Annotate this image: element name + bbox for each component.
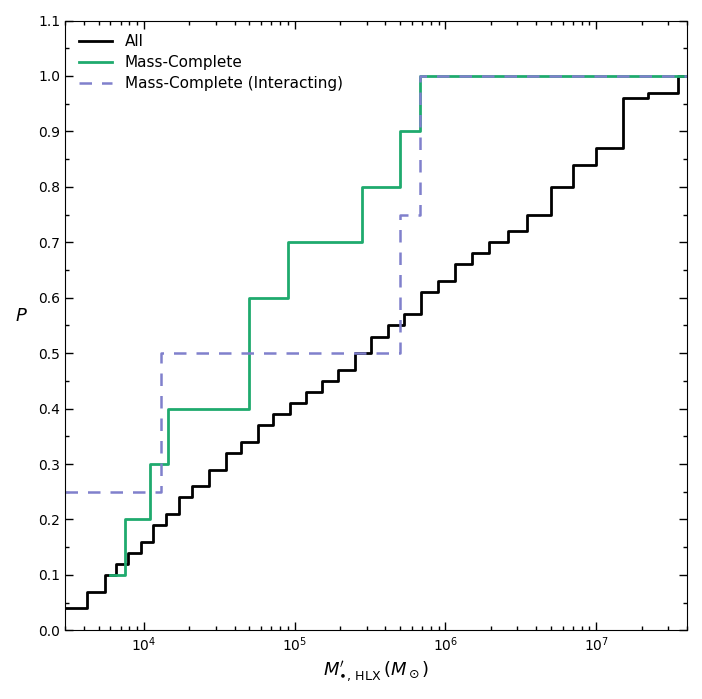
Mass-Complete (106, 571, 114, 579)
All (417, 310, 425, 319)
Mass-Complete (683, 72, 691, 80)
Mass-Complete (Interacting) (157, 349, 165, 357)
Mass-Complete (284, 238, 292, 247)
Mass-Complete (121, 515, 129, 524)
Mass-Complete (Interacting) (94, 488, 102, 496)
All (683, 72, 691, 80)
Mass-Complete (Interacting) (396, 349, 404, 357)
Mass-Complete (245, 294, 253, 302)
Mass-Complete (Interacting) (157, 488, 165, 496)
Line: Mass-Complete (Interacting): Mass-Complete (Interacting) (65, 76, 687, 492)
Line: All: All (65, 76, 687, 608)
All (674, 72, 682, 80)
Mass-Complete (416, 72, 425, 80)
Mass-Complete (396, 127, 404, 136)
Mass-Complete (164, 405, 173, 413)
All (61, 604, 69, 612)
Mass-Complete (416, 127, 425, 136)
Mass-Complete (Interacting) (683, 72, 691, 80)
Y-axis label: $P$: $P$ (15, 308, 28, 326)
Mass-Complete (358, 238, 366, 247)
Mass-Complete (245, 405, 253, 413)
Mass-Complete (146, 460, 154, 468)
All (366, 332, 375, 340)
All (237, 438, 245, 446)
Legend: All, Mass-Complete, Mass-Complete (Interacting): All, Mass-Complete, Mass-Complete (Inter… (73, 28, 349, 98)
Mass-Complete (121, 571, 129, 579)
All (434, 277, 442, 285)
Line: Mass-Complete: Mass-Complete (110, 76, 687, 575)
Mass-Complete (396, 182, 404, 191)
Mass-Complete (358, 182, 366, 191)
Mass-Complete (Interacting) (396, 210, 404, 219)
All (188, 493, 197, 501)
Mass-Complete (164, 460, 173, 468)
Mass-Complete (284, 294, 292, 302)
Mass-Complete (146, 515, 154, 524)
X-axis label: $M^{\prime}_{\bullet,\,\mathrm{HLX}}\,(M_\odot)$: $M^{\prime}_{\bullet,\,\mathrm{HLX}}\,(M… (323, 659, 429, 684)
Mass-Complete (Interacting) (61, 488, 69, 496)
Mass-Complete (Interacting) (416, 210, 425, 219)
Mass-Complete (Interacting) (416, 72, 425, 80)
All (136, 538, 145, 546)
